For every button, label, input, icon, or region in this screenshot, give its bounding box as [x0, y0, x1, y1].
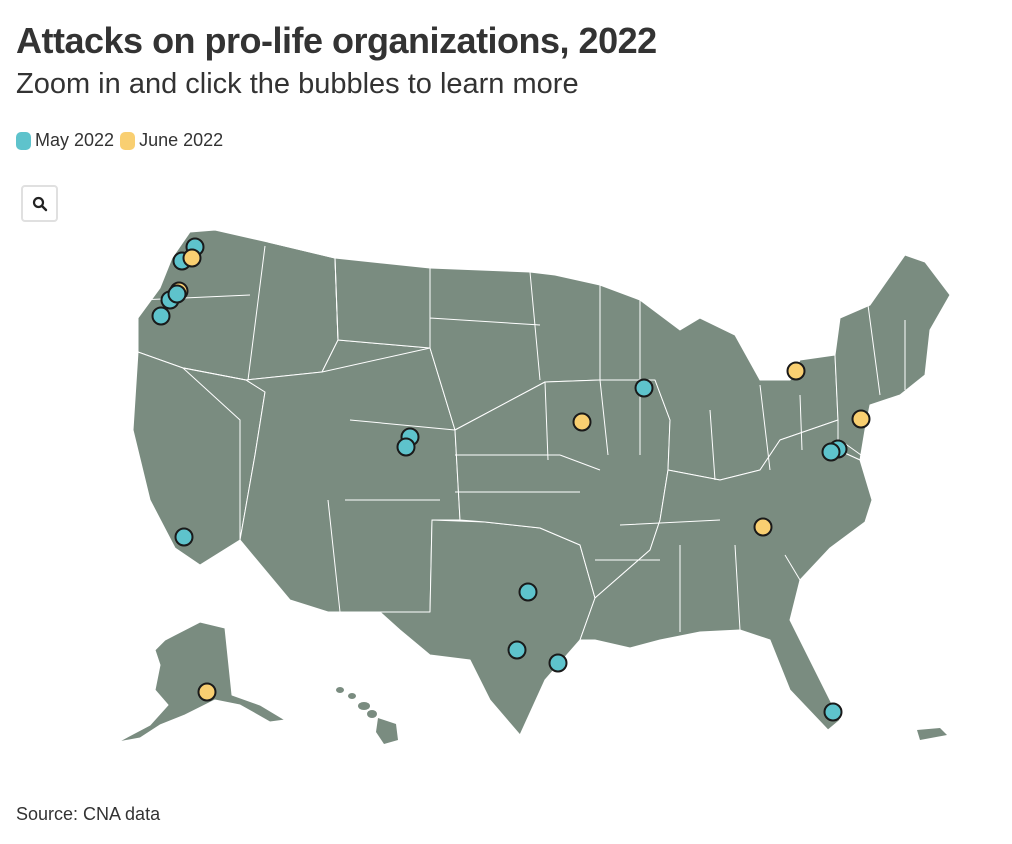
puerto-rico — [917, 728, 947, 740]
bubble-may[interactable] — [634, 378, 654, 398]
chart-title: Attacks on pro-life organizations, 2022 — [16, 20, 657, 61]
legend-item-june: June 2022 — [120, 130, 223, 151]
bubble-may[interactable] — [174, 527, 194, 547]
legend-label-june: June 2022 — [139, 130, 224, 150]
legend: May 2022 June 2022 — [16, 130, 229, 151]
bubble-june[interactable] — [851, 409, 871, 429]
bubble-may[interactable] — [821, 442, 841, 462]
search-icon — [32, 196, 47, 211]
bubble-may[interactable] — [507, 640, 527, 660]
region-northeast — [834, 254, 951, 461]
bubble-june[interactable] — [182, 248, 202, 268]
bubble-may[interactable] — [167, 284, 187, 304]
legend-label-may: May 2022 — [35, 130, 115, 150]
bubble-june[interactable] — [197, 682, 217, 702]
bubbles-layer[interactable] — [151, 237, 871, 722]
chart-subtitle: Zoom in and click the bubbles to learn m… — [16, 68, 579, 100]
source-note: Source: CNA data — [16, 804, 161, 824]
bubble-may[interactable] — [518, 582, 538, 602]
hawaii — [336, 687, 398, 744]
legend-swatch-june — [120, 131, 136, 150]
bubble-june[interactable] — [572, 412, 592, 432]
bubble-june[interactable] — [753, 517, 773, 537]
bubble-may[interactable] — [823, 702, 843, 722]
region-southwest — [239, 339, 461, 613]
bubble-may[interactable] — [396, 437, 416, 457]
bubble-june[interactable] — [786, 361, 806, 381]
alaska — [117, 621, 286, 743]
legend-swatch-may — [16, 131, 31, 150]
state-borders — [139, 245, 906, 632]
zoom-button[interactable] — [21, 185, 58, 222]
bubble-may[interactable] — [548, 653, 568, 673]
bubble-may[interactable] — [151, 306, 171, 326]
region-southeast — [579, 419, 873, 731]
legend-item-may: May 2022 — [16, 130, 114, 151]
states-layer — [117, 229, 951, 744]
